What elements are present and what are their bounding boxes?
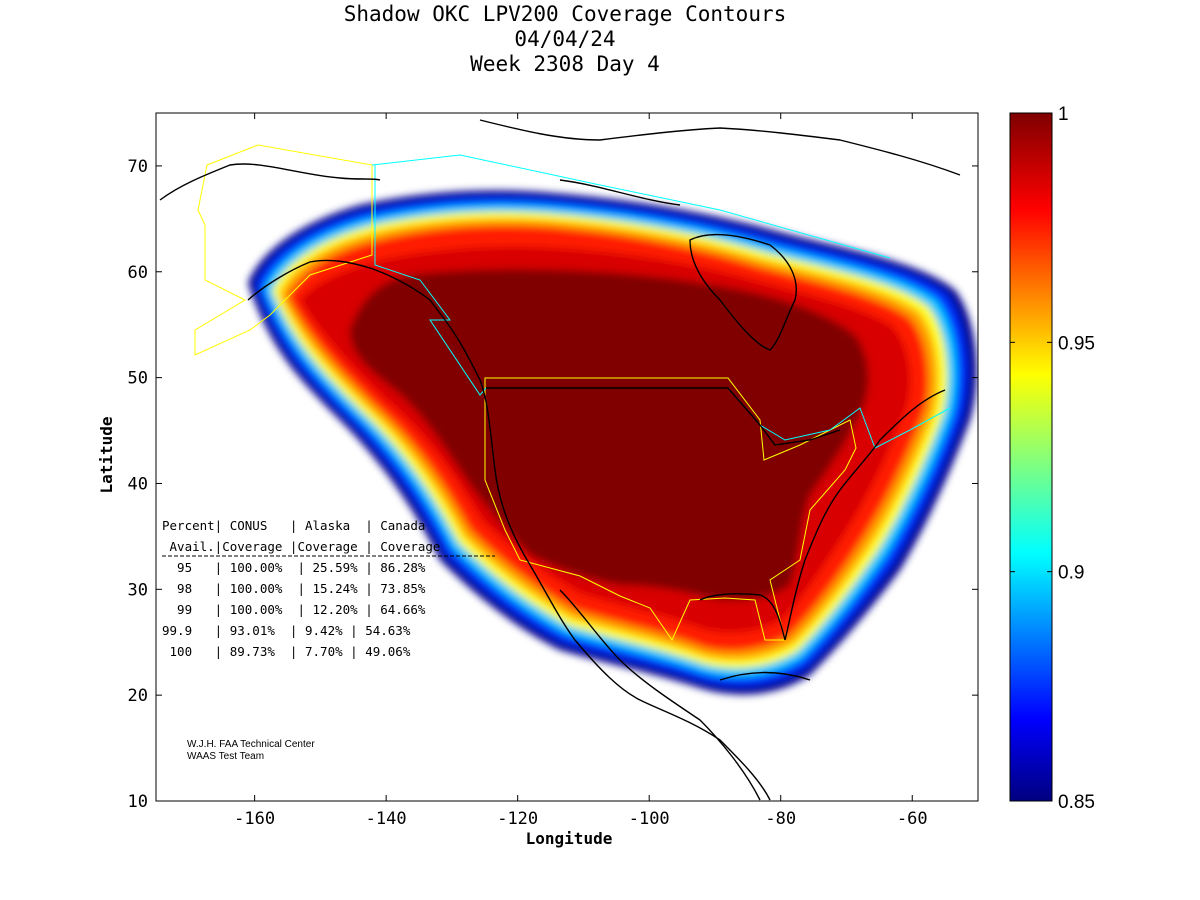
colorbar-tick-label: 0.85	[1058, 792, 1095, 813]
credit-line-1: W.J.H. FAA Technical Center	[187, 739, 315, 750]
us-canada-border	[486, 387, 841, 446]
contour-100	[350, 269, 869, 601]
table-row: 95 | 100.00% | 25.59% | 86.28%	[162, 560, 426, 575]
colorbar-gradient	[1009, 112, 1053, 802]
y-tick-label: 50	[128, 369, 148, 389]
x-tick-label: -80	[765, 809, 796, 829]
colorbar-tick-label: 1	[1058, 104, 1069, 125]
colorbar-tick-label: 0.95	[1058, 333, 1095, 354]
mexico-and-central-america	[559, 589, 811, 801]
chart-title-week-day: Week 2308 Day 4	[470, 52, 660, 76]
x-tick-label: -140	[366, 809, 407, 829]
coverage-contours	[248, 190, 977, 695]
colorbar-tick-label: 0.9	[1058, 563, 1084, 584]
y-axis-title: Latitude	[97, 416, 116, 493]
x-axis: -160 -140 -120 -100 -80 -60	[234, 113, 928, 829]
x-tick-label: -100	[629, 809, 670, 829]
gulf-and-east-coast	[699, 389, 946, 641]
chart-title-date: 04/04/24	[514, 27, 616, 51]
north-america-west-coast	[444, 319, 771, 801]
x-axis-title: Longitude	[526, 829, 613, 848]
arctic-coast	[479, 119, 961, 206]
conus-service-volume-outline	[484, 377, 857, 642]
y-tick-label: 10	[128, 792, 148, 812]
table-row: 100 | 89.73% | 7.70% | 49.06%	[162, 644, 411, 659]
coverage-table: Percent| CONUS | Alaska | Canada Avail.|…	[162, 518, 495, 659]
x-tick-label: -120	[497, 809, 538, 829]
table-row: 99 | 100.00% | 12.20% | 64.66%	[162, 602, 426, 617]
y-tick-label: 40	[128, 474, 148, 494]
chart-title-line-1: Shadow OKC LPV200 Coverage Contours	[343, 2, 787, 26]
y-axis: 10 20 30 40 50 60 70	[128, 157, 978, 812]
alaska-service-volume-outline	[194, 144, 373, 356]
service-area-outlines	[194, 144, 951, 642]
table-header-1: Percent| CONUS | Alaska | Canada	[162, 518, 425, 533]
table-row: 98 | 100.00% | 15.24% | 73.85%	[162, 581, 426, 596]
y-tick-label: 70	[128, 157, 148, 177]
table-row: 99.9 | 93.01% | 9.42% | 54.63%	[162, 623, 411, 638]
y-tick-label: 20	[128, 686, 148, 706]
hudson-bay-coast	[689, 233, 797, 351]
x-tick-label: -60	[897, 809, 928, 829]
coastlines	[159, 119, 961, 801]
y-tick-label: 60	[128, 263, 148, 283]
credit-line-2: WAAS Test Team	[187, 751, 264, 762]
x-tick-label: -160	[234, 809, 275, 829]
table-header-2: Avail.|Coverage |Coverage | Coverage	[162, 539, 440, 554]
alaska-coast	[159, 163, 446, 321]
y-tick-label: 30	[128, 580, 148, 600]
colorbar-ticks: 1 0.95 0.9 0.85	[1010, 104, 1095, 813]
colorbar: 1 0.95 0.9 0.85	[1009, 104, 1095, 813]
